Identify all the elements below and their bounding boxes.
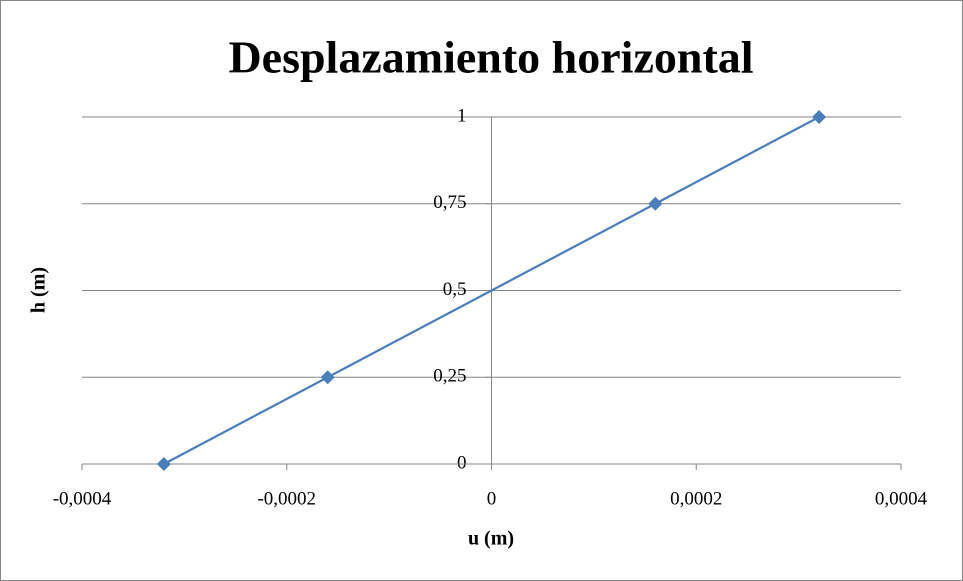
x-axis-title: u (m) [468,528,514,550]
y-tick-label: 0,5 [443,279,467,300]
chart-title: Desplazamiento horizontal [228,32,753,83]
x-tick-label: -0,0002 [257,488,316,509]
series-line [163,116,820,465]
x-tick-label: 0 [487,488,497,509]
marker [320,370,335,385]
y-tick-label: 0,25 [433,366,466,387]
x-tick-label: 0,0004 [875,488,928,509]
y-tick-label: 1 [457,105,467,126]
marker [812,110,827,124]
y-axis-title: h (m) [28,267,50,313]
x-tick-label: -0,0004 [53,488,112,509]
y-tick-label: 0,75 [433,192,466,213]
marker [648,196,663,211]
x-tick-label: 0,0002 [670,488,722,509]
marker [156,457,171,471]
y-tick-label: 0 [457,452,467,473]
